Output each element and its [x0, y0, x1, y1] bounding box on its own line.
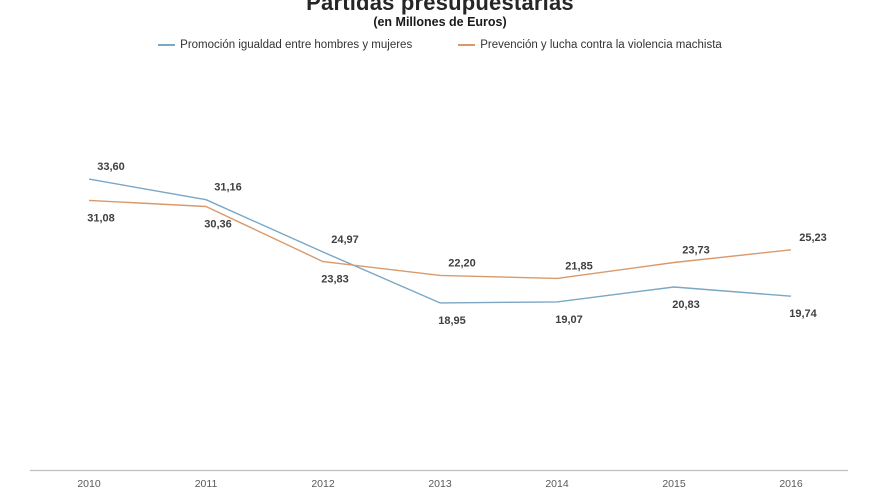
data-label: 19,07	[555, 314, 583, 326]
data-label: 23,73	[682, 244, 710, 256]
x-axis-tick-label: 2011	[195, 478, 218, 490]
data-label: 19,74	[789, 308, 817, 320]
line-marker-icon	[458, 44, 476, 46]
legend-item-promocion-igualdad: Promoción igualdad entre hombres y mujer…	[158, 39, 412, 51]
data-label: 30,36	[204, 218, 232, 230]
data-label: 23,83	[321, 274, 349, 286]
data-label: 18,95	[438, 315, 466, 327]
series-line-0	[88, 178, 792, 304]
data-label: 31,08	[87, 212, 115, 224]
legend-label: Prevención y lucha contra la violencia m…	[480, 39, 722, 51]
data-label: 22,20	[448, 257, 476, 269]
data-label: 31,16	[214, 182, 242, 194]
line-marker-icon	[158, 44, 176, 46]
legend-item-prevencion-violencia: Prevención y lucha contra la violencia m…	[458, 39, 722, 51]
x-axis-tick-label: 2014	[545, 478, 569, 490]
data-label: 33,60	[97, 161, 125, 173]
x-axis-tick-label: 2012	[311, 478, 335, 490]
data-label: 20,83	[672, 299, 700, 311]
x-axis-tick-label: 2016	[779, 478, 803, 490]
chart-header: Partidas presupuestarias (en Millones de…	[0, 0, 880, 51]
data-label: 21,85	[565, 260, 593, 272]
data-label: 25,23	[799, 232, 827, 244]
x-axis-tick-label: 2015	[662, 478, 686, 490]
legend: Promoción igualdad entre hombres y mujer…	[0, 39, 880, 51]
legend-label: Promoción igualdad entre hombres y mujer…	[180, 39, 413, 51]
chart-title: Partidas presupuestarias	[306, 0, 574, 15]
x-axis-tick-label: 2010	[77, 478, 101, 490]
data-label: 24,97	[331, 234, 359, 246]
chart-subtitle: (en Millones de Euros)	[373, 15, 507, 29]
x-axis-tick-label: 2013	[428, 478, 452, 490]
series-line-1	[88, 199, 792, 280]
